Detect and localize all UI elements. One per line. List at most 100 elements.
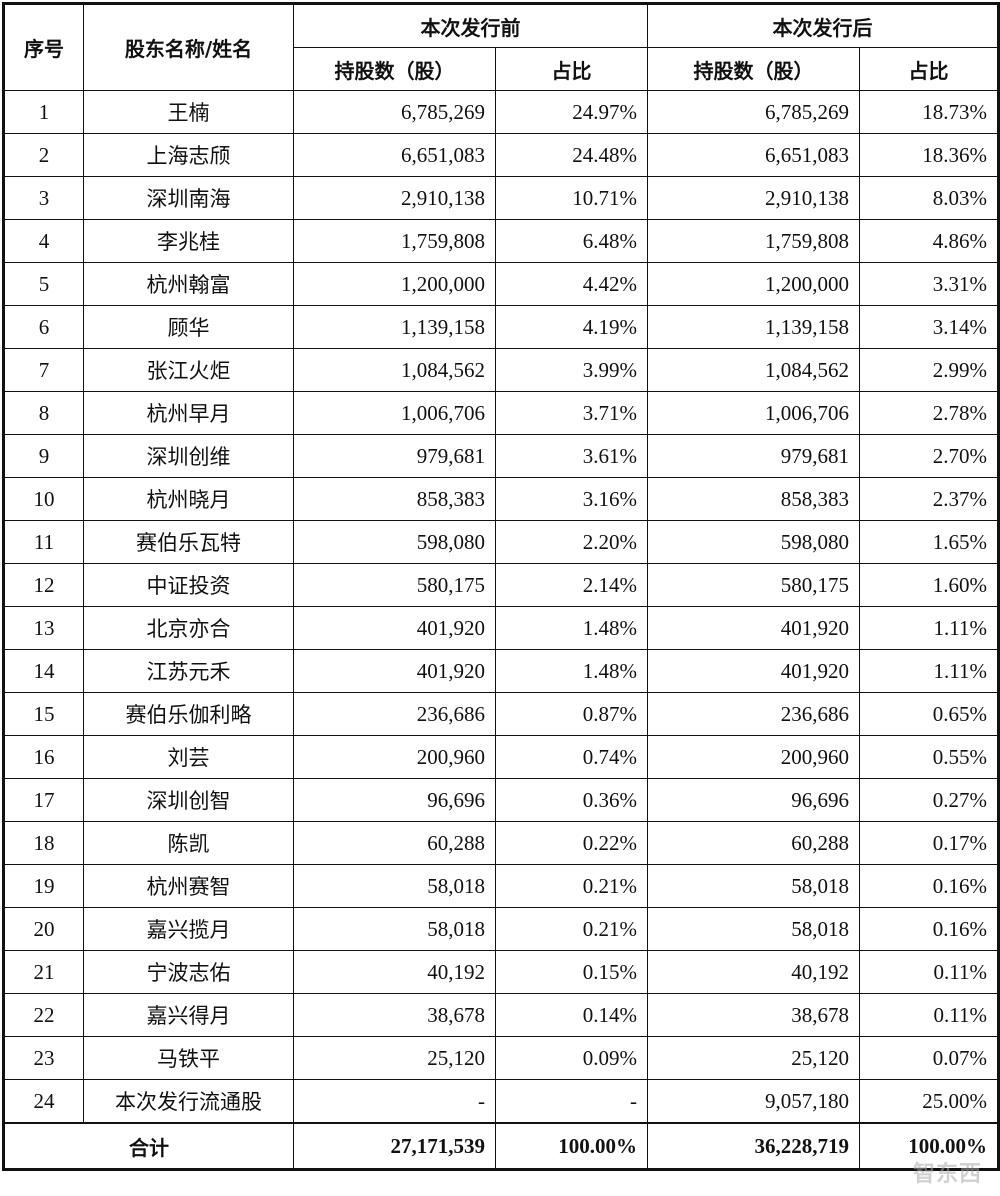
- table-row: 8 杭州早月 1,006,706 3.71% 1,006,706 2.78%: [3, 391, 999, 435]
- row-before-shares: 2,910,138: [293, 176, 496, 220]
- row-shareholder-name: 马铁平: [83, 1036, 294, 1080]
- table-row: 13 北京亦合 401,920 1.48% 401,920 1.11%: [3, 606, 999, 650]
- row-after-ratio: 3.14%: [859, 305, 999, 349]
- row-after-ratio: 0.27%: [859, 778, 999, 822]
- row-shareholder-name: 嘉兴得月: [83, 993, 294, 1037]
- row-seq: 11: [3, 520, 84, 564]
- row-seq: 2: [3, 133, 84, 177]
- row-before-shares: 6,651,083: [293, 133, 496, 177]
- row-seq: 20: [3, 907, 84, 951]
- row-before-shares: 1,200,000: [293, 262, 496, 306]
- table-row: 15 赛伯乐伽利略 236,686 0.87% 236,686 0.65%: [3, 692, 999, 736]
- total-before-ratio: 100.00%: [495, 1122, 648, 1170]
- row-after-shares: 200,960: [647, 735, 860, 779]
- row-before-ratio: 0.21%: [495, 864, 648, 908]
- row-before-ratio: 4.42%: [495, 262, 648, 306]
- row-before-shares: 1,084,562: [293, 348, 496, 392]
- row-seq: 14: [3, 649, 84, 693]
- row-before-shares: 1,759,808: [293, 219, 496, 263]
- row-before-ratio: 0.36%: [495, 778, 648, 822]
- row-after-shares: 401,920: [647, 649, 860, 693]
- row-before-shares: 40,192: [293, 950, 496, 994]
- row-after-ratio: 0.16%: [859, 864, 999, 908]
- row-after-shares: 58,018: [647, 864, 860, 908]
- table-row: 6 顾华 1,139,158 4.19% 1,139,158 3.14%: [3, 305, 999, 349]
- row-seq: 22: [3, 993, 84, 1037]
- header-before-ratio: 占比: [495, 47, 648, 91]
- row-after-ratio: 18.73%: [859, 90, 999, 134]
- total-after-ratio: 100.00%: [859, 1122, 999, 1170]
- row-shareholder-name: 中证投资: [83, 563, 294, 607]
- header-seq: 序号: [3, 3, 84, 91]
- row-after-ratio: 4.86%: [859, 219, 999, 263]
- row-seq: 5: [3, 262, 84, 306]
- row-before-shares: -: [293, 1079, 496, 1124]
- header-after-issue: 本次发行后: [647, 3, 999, 48]
- table-row: 2 上海志颀 6,651,083 24.48% 6,651,083 18.36%: [3, 133, 999, 177]
- table-row: 11 赛伯乐瓦特 598,080 2.20% 598,080 1.65%: [3, 520, 999, 564]
- row-before-ratio: 0.09%: [495, 1036, 648, 1080]
- row-before-ratio: 24.97%: [495, 90, 648, 134]
- row-before-shares: 1,006,706: [293, 391, 496, 435]
- table-row: 24 本次发行流通股 - -9,057,180 25.00%: [3, 1079, 999, 1124]
- row-after-ratio: 2.70%: [859, 434, 999, 478]
- total-label: 合计: [3, 1122, 294, 1170]
- table-row: 12 中证投资 580,175 2.14% 580,175 1.60%: [3, 563, 999, 607]
- row-after-ratio: 0.11%: [859, 993, 999, 1037]
- row-shareholder-name: 杭州翰富: [83, 262, 294, 306]
- row-after-shares: 6,785,269: [647, 90, 860, 134]
- table-row: 20 嘉兴揽月 58,018 0.21% 58,018 0.16%: [3, 907, 999, 951]
- row-before-ratio: 2.20%: [495, 520, 648, 564]
- row-after-shares: 1,200,000: [647, 262, 860, 306]
- row-after-ratio: 0.07%: [859, 1036, 999, 1080]
- row-after-shares: 580,175: [647, 563, 860, 607]
- row-before-shares: 858,383: [293, 477, 496, 521]
- row-shareholder-name: 上海志颀: [83, 133, 294, 177]
- row-before-shares: 236,686: [293, 692, 496, 736]
- table-row: 3 深圳南海 2,910,138 10.71% 2,910,138 8.03%: [3, 176, 999, 220]
- table-row: 23 马铁平 25,120 0.09% 25,120 0.07%: [3, 1036, 999, 1080]
- row-before-ratio: 0.22%: [495, 821, 648, 865]
- row-after-shares: 1,084,562: [647, 348, 860, 392]
- row-shareholder-name: 深圳南海: [83, 176, 294, 220]
- row-after-shares: 1,006,706: [647, 391, 860, 435]
- row-before-ratio: 1.48%: [495, 606, 648, 650]
- row-shareholder-name: 刘芸: [83, 735, 294, 779]
- table-row: 14 江苏元禾 401,920 1.48% 401,920 1.11%: [3, 649, 999, 693]
- table-row: 17 深圳创智 96,696 0.36% 96,696 0.27%: [3, 778, 999, 822]
- total-row: 合计 27,171,539 100.00% 36,228,719 100.00%: [3, 1122, 999, 1170]
- table-row: 1 王楠 6,785,269 24.97% 6,785,269 18.73%: [3, 90, 999, 134]
- header-row-group: 序号 股东名称/姓名 本次发行前 本次发行后: [3, 3, 999, 91]
- row-seq: 1: [3, 90, 84, 134]
- row-after-shares: 1,139,158: [647, 305, 860, 349]
- row-before-shares: 96,696: [293, 778, 496, 822]
- row-shareholder-name: 深圳创智: [83, 778, 294, 822]
- header-name: 股东名称/姓名: [83, 3, 294, 91]
- total-before-shares: 27,171,539: [293, 1122, 496, 1170]
- row-seq: 3: [3, 176, 84, 220]
- row-after-ratio: 0.65%: [859, 692, 999, 736]
- row-after-shares: 236,686: [647, 692, 860, 736]
- row-after-ratio: 0.17%: [859, 821, 999, 865]
- row-seq: 24: [3, 1079, 84, 1124]
- row-shareholder-name: 赛伯乐瓦特: [83, 520, 294, 564]
- row-shareholder-name: 张江火炬: [83, 348, 294, 392]
- row-before-ratio: 3.16%: [495, 477, 648, 521]
- row-before-ratio: 2.14%: [495, 563, 648, 607]
- row-before-shares: 401,920: [293, 606, 496, 650]
- row-after-shares: 96,696: [647, 778, 860, 822]
- row-after-shares: 401,920: [647, 606, 860, 650]
- row-before-ratio: 3.71%: [495, 391, 648, 435]
- table-row: 18 陈凯 60,288 0.22% 60,288 0.17%: [3, 821, 999, 865]
- row-seq: 10: [3, 477, 84, 521]
- row-shareholder-name: 陈凯: [83, 821, 294, 865]
- row-before-shares: 58,018: [293, 907, 496, 951]
- row-seq: 18: [3, 821, 84, 865]
- row-before-ratio: 0.74%: [495, 735, 648, 779]
- row-after-ratio: 1.60%: [859, 563, 999, 607]
- row-before-shares: 401,920: [293, 649, 496, 693]
- row-before-shares: 38,678: [293, 993, 496, 1037]
- row-before-ratio: 0.14%: [495, 993, 648, 1037]
- row-after-ratio: 0.16%: [859, 907, 999, 951]
- table-row: 10 杭州晓月 858,383 3.16% 858,383 2.37%: [3, 477, 999, 521]
